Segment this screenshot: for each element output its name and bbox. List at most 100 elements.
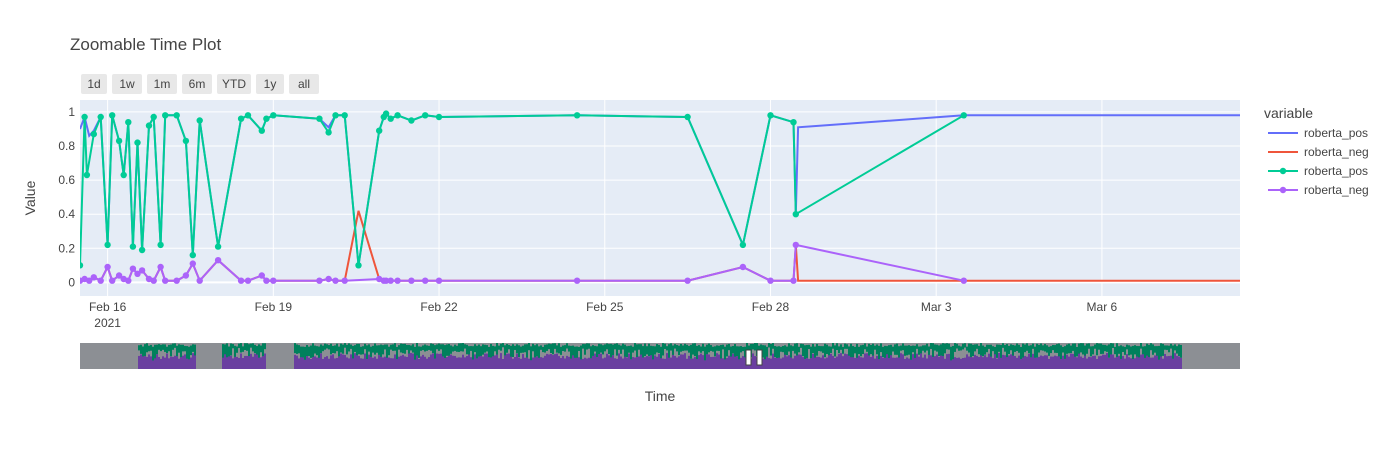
data-point[interactable] (157, 241, 164, 249)
data-point[interactable] (83, 171, 91, 179)
data-point[interactable] (120, 171, 127, 179)
range-button-1y[interactable]: 1y (256, 74, 284, 94)
range-button-1m[interactable]: 1m (147, 74, 177, 94)
data-point[interactable] (341, 277, 348, 284)
data-point[interactable] (792, 241, 799, 249)
data-point[interactable] (81, 113, 88, 121)
data-point[interactable] (341, 112, 348, 119)
data-point[interactable] (138, 246, 146, 254)
data-point[interactable] (104, 241, 111, 249)
range-button-1w[interactable]: 1w (112, 74, 142, 94)
range-button-6m[interactable]: 6m (182, 74, 212, 94)
data-point[interactable] (355, 262, 362, 269)
data-point[interactable] (263, 277, 270, 284)
data-point[interactable] (258, 127, 265, 134)
data-point[interactable] (376, 127, 383, 134)
range-slider-right-handle[interactable] (756, 349, 763, 366)
data-point[interactable] (182, 137, 190, 145)
data-point[interactable] (173, 112, 180, 119)
data-point[interactable] (422, 112, 429, 119)
data-point[interactable] (162, 277, 169, 284)
data-point[interactable] (86, 277, 93, 284)
legend-item-3[interactable]: roberta_neg (1268, 183, 1369, 197)
data-point[interactable] (244, 112, 252, 119)
data-point[interactable] (109, 112, 116, 119)
data-point[interactable] (214, 243, 222, 250)
data-point[interactable] (157, 263, 164, 271)
range-button-ytd[interactable]: YTD (217, 74, 251, 94)
data-point[interactable] (138, 267, 146, 274)
data-point[interactable] (316, 115, 323, 122)
data-point[interactable] (134, 270, 141, 277)
data-point[interactable] (382, 277, 390, 284)
data-point[interactable] (767, 112, 774, 119)
data-point[interactable] (90, 274, 98, 281)
data-point[interactable] (394, 112, 401, 119)
data-point[interactable] (325, 275, 332, 283)
data-point[interactable] (115, 137, 123, 145)
data-point[interactable] (387, 115, 394, 122)
data-point[interactable] (150, 113, 157, 121)
range-button-all[interactable]: all (289, 74, 319, 94)
data-point[interactable] (573, 112, 581, 119)
data-point[interactable] (115, 272, 123, 279)
data-point[interactable] (790, 119, 797, 126)
range-slider-left-handle[interactable] (745, 349, 752, 366)
data-point[interactable] (684, 277, 691, 284)
data-point[interactable] (125, 277, 132, 284)
data-point[interactable] (196, 277, 203, 284)
data-point[interactable] (258, 272, 265, 279)
data-point[interactable] (960, 112, 967, 119)
data-point[interactable] (125, 119, 132, 126)
legend-item-2[interactable]: roberta_pos (1268, 164, 1368, 178)
data-point[interactable] (332, 112, 339, 119)
data-point[interactable] (196, 117, 203, 124)
data-point[interactable] (182, 272, 190, 279)
range-slider[interactable] (80, 343, 1240, 369)
data-point[interactable] (263, 115, 270, 122)
data-point[interactable] (150, 277, 157, 284)
data-point[interactable] (573, 277, 581, 284)
data-point[interactable] (316, 277, 323, 284)
legend-item-0[interactable]: roberta_pos (1268, 126, 1368, 140)
data-point[interactable] (435, 277, 443, 284)
data-point[interactable] (77, 262, 84, 269)
data-point[interactable] (382, 110, 390, 117)
data-point[interactable] (97, 113, 104, 121)
data-point[interactable] (129, 243, 137, 250)
range-button-1d[interactable]: 1d (81, 74, 107, 94)
data-point[interactable] (97, 277, 104, 284)
data-point[interactable] (145, 122, 153, 129)
data-point[interactable] (134, 139, 141, 146)
data-point[interactable] (237, 277, 245, 284)
data-point[interactable] (189, 260, 196, 267)
data-point[interactable] (104, 263, 111, 271)
data-point[interactable] (792, 211, 799, 218)
data-point[interactable] (435, 113, 443, 121)
data-point[interactable] (790, 277, 797, 284)
data-point[interactable] (109, 277, 116, 284)
data-point[interactable] (162, 112, 169, 119)
data-point[interactable] (960, 277, 967, 284)
data-point[interactable] (270, 277, 277, 284)
data-point[interactable] (684, 113, 691, 121)
data-point[interactable] (237, 115, 245, 122)
data-point[interactable] (394, 277, 401, 284)
data-point[interactable] (244, 277, 252, 284)
legend-item-1[interactable]: roberta_neg (1268, 145, 1369, 159)
data-point[interactable] (129, 265, 137, 272)
data-point[interactable] (739, 263, 747, 271)
data-point[interactable] (408, 277, 415, 284)
data-point[interactable] (173, 277, 180, 284)
data-point[interactable] (332, 277, 339, 284)
data-point[interactable] (270, 112, 277, 119)
data-point[interactable] (90, 130, 98, 138)
data-point[interactable] (214, 257, 222, 264)
data-point[interactable] (387, 277, 394, 284)
data-point[interactable] (408, 117, 415, 124)
data-point[interactable] (739, 241, 747, 249)
data-point[interactable] (422, 277, 429, 284)
data-point[interactable] (189, 251, 196, 259)
data-point[interactable] (325, 129, 332, 136)
data-point[interactable] (767, 277, 774, 284)
